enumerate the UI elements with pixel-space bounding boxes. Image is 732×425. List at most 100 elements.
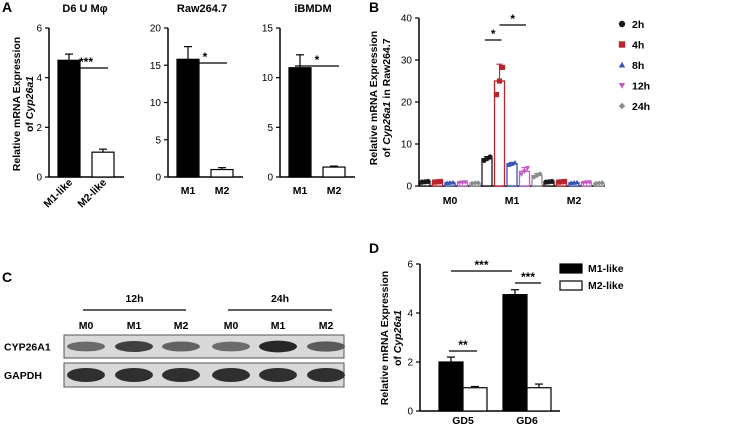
panel-b-data-point bbox=[593, 180, 599, 187]
panel-b-y-axis-label-suffix: in Raw264.7 bbox=[381, 38, 393, 101]
panel-b-legend-marker bbox=[618, 20, 626, 28]
panel-d-bar bbox=[438, 361, 464, 412]
panel-a1-bar bbox=[57, 59, 81, 178]
panel-a-chart-d6u: D6 U Mφ 0 2 4 6 M1-like M2-like *** Relative mRN… bbox=[11, 3, 124, 210]
panel-b-legend-marker bbox=[618, 61, 626, 68]
panel-a1-y-tick-label: 2 bbox=[36, 123, 42, 134]
panel-b-data-point bbox=[469, 180, 475, 187]
panel-b-data-point bbox=[472, 180, 478, 186]
panel-b-category-label: M2 bbox=[567, 195, 582, 207]
panel-b-data-point bbox=[431, 179, 438, 185]
panel-b-y-axis-label-line2: of Cyp26a1 in Raw264.7 bbox=[381, 38, 393, 157]
blot-time-group-label: 24h bbox=[271, 293, 289, 305]
panel-b-significance-label: * bbox=[510, 12, 515, 26]
panel-b-data-point bbox=[558, 179, 565, 185]
panel-a3-y-tick-label: 0 bbox=[267, 173, 273, 184]
panel-b-data-point bbox=[499, 64, 506, 70]
blot-band bbox=[115, 341, 153, 352]
panel-d-bar bbox=[462, 387, 488, 412]
blot-lane-label: M0 bbox=[79, 320, 94, 332]
panel-b-legend-label: 8h bbox=[632, 60, 644, 72]
blot-lane-label: M2 bbox=[174, 320, 189, 332]
panel-a2-bar bbox=[210, 168, 234, 178]
panel-d-y-axis-label-line2: of Cyp26a1 bbox=[392, 310, 404, 366]
panel-a3-significance-label: * bbox=[315, 53, 320, 67]
panel-a1-y-axis-label-gene: Cyp26a1 bbox=[24, 76, 36, 119]
panel-b-data-point bbox=[518, 172, 525, 177]
panel-b-data-point bbox=[561, 178, 568, 185]
blot-membrane bbox=[63, 334, 345, 359]
blot-band bbox=[67, 341, 105, 352]
panel-d-bar bbox=[502, 294, 528, 412]
blot-band bbox=[259, 340, 297, 353]
panel-a2-bar bbox=[176, 58, 200, 178]
panel-d-y-axis-label-line1: Relative mRNA Expression bbox=[379, 271, 391, 405]
panel-b-data-point bbox=[524, 166, 531, 171]
panel-b-data-point bbox=[437, 178, 444, 185]
panel-b-legend-label: 12h bbox=[632, 81, 650, 93]
panel-b-legend-label: 2h bbox=[632, 19, 644, 31]
panel-letter-b: B bbox=[369, 0, 379, 15]
panel-c-western-blot: 12h 24h M0 M1 M2 M0 M1 M2 CYP26A1 GAPDH bbox=[4, 293, 345, 388]
panel-b-y-tick-label: 20 bbox=[401, 98, 413, 109]
panel-b-y-tick-label: 0 bbox=[406, 182, 412, 193]
blot-lane-label: M0 bbox=[224, 320, 239, 332]
panel-b-data-point bbox=[487, 154, 493, 160]
panel-a2-significance-label: * bbox=[203, 50, 208, 64]
panel-d-y-axis-label-prefix: of bbox=[392, 353, 404, 366]
panel-b-data-point bbox=[574, 179, 580, 185]
panel-b-legend-marker bbox=[618, 41, 626, 48]
panel-b-y-axis-label: Relative mRNA Expressionof Cyp26a1 in Ra… bbox=[368, 31, 393, 165]
blot-band bbox=[162, 341, 200, 352]
panel-b-data-point bbox=[434, 179, 441, 185]
panel-a1-y-tick-label: 0 bbox=[36, 173, 42, 184]
panel-d-category-label: GD5 bbox=[452, 415, 474, 425]
panel-a1-y-tick-label: 4 bbox=[36, 73, 42, 84]
panel-a1-y-axis-label-line2: of Cyp26a1 bbox=[24, 76, 36, 132]
panel-a2-y-tick-label: 5 bbox=[155, 135, 161, 146]
panel-b-significance-label: * bbox=[491, 27, 496, 41]
panel-b-data-point bbox=[512, 160, 518, 165]
panel-d-y-axis-label-gene: Cyp26a1 bbox=[392, 310, 404, 353]
panel-d-significance-label: ** bbox=[458, 338, 468, 352]
panel-d-legend-label: M2-like bbox=[588, 280, 624, 292]
panel-d-legend-swatch bbox=[559, 280, 583, 291]
panel-b-category-label: M1 bbox=[505, 195, 520, 207]
panel-d-y-tick-label: 0 bbox=[407, 407, 413, 418]
blot-row-label: CYP26A1 bbox=[4, 342, 51, 354]
panel-d-y-tick-label: 4 bbox=[407, 309, 413, 320]
blot-row-label: GAPDH bbox=[4, 370, 42, 382]
panel-d-y-tick-label: 2 bbox=[407, 358, 413, 369]
panel-a2-category-label: M2 bbox=[215, 185, 230, 197]
panel-a2-title: Raw264.7 bbox=[177, 3, 227, 15]
blot-band bbox=[115, 368, 153, 382]
panel-a3-title: iBMDM bbox=[294, 3, 331, 15]
panel-a2-y-tick-label: 15 bbox=[150, 61, 162, 72]
panel-letter-a: A bbox=[2, 0, 12, 15]
panel-b-y-tick-label: 40 bbox=[401, 14, 413, 25]
panel-a1-bar bbox=[91, 151, 115, 178]
panel-b-data-point bbox=[599, 180, 605, 186]
panel-b-y-tick-label: 10 bbox=[401, 140, 413, 151]
panel-d-y-axis-label: Relative mRNA Expressionof Cyp26a1 bbox=[379, 271, 404, 405]
panel-d-legend-swatch bbox=[559, 263, 583, 274]
panel-d-significance-label: *** bbox=[474, 258, 488, 272]
panel-letter-c: C bbox=[2, 269, 12, 285]
blot-lane-label: M1 bbox=[271, 320, 286, 332]
panel-b-y-axis-label-prefix: of bbox=[381, 145, 393, 158]
panel-a1-y-axis-label: Relative mRNA Expressionof Cyp26a1 bbox=[11, 37, 36, 171]
panel-a2-y-tick-label: 20 bbox=[150, 24, 162, 35]
blot-band bbox=[259, 368, 297, 382]
blot-band bbox=[67, 368, 105, 382]
panel-a-chart-ibmdm: iBMDM 0 5 10 15 M1 M2 * bbox=[262, 3, 355, 197]
panel-a2-y-tick-label: 10 bbox=[150, 98, 162, 109]
blot-time-group-label: 12h bbox=[125, 293, 143, 305]
panel-b-data-point bbox=[462, 180, 469, 185]
panel-a-chart-raw264: Raw264.7 0 5 10 15 20 M1 M2 * bbox=[150, 3, 243, 197]
panel-b-data-point bbox=[450, 179, 456, 185]
panel-b-data-point bbox=[496, 78, 503, 84]
panel-a1-title: D6 U Mφ bbox=[62, 3, 107, 15]
panel-b-legend-marker bbox=[618, 82, 626, 89]
panel-b-legend-marker bbox=[618, 102, 626, 110]
